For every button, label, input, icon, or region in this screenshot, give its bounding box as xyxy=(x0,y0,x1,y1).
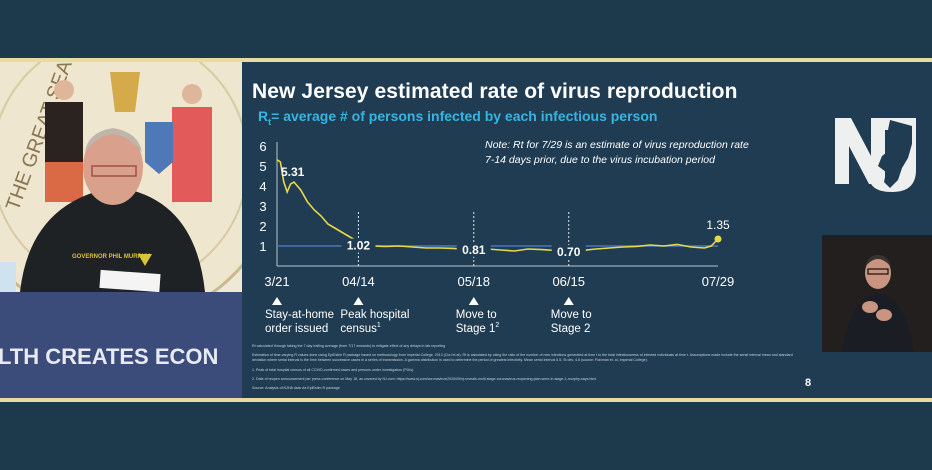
y-tick-label: 6 xyxy=(259,139,266,154)
data-label: 5.31 xyxy=(281,165,305,179)
event-label-line2: Stage 12 xyxy=(456,322,500,335)
speaker-video: THE GREAT SEAL GOVERNOR PHIL MURPHY LTH … xyxy=(0,62,242,398)
data-label-bg xyxy=(551,245,586,259)
data-label: 1.35 xyxy=(706,218,730,232)
x-tick-label: 05/18 xyxy=(457,274,490,289)
subtitle-sub: t xyxy=(268,116,272,127)
subtitle-r: R xyxy=(258,108,269,124)
top-border xyxy=(0,58,932,62)
press-conference-scene: THE GREAT SEAL GOVERNOR PHIL MURPHY xyxy=(0,62,242,324)
y-tick-label: 5 xyxy=(259,159,266,174)
nj-logo xyxy=(835,118,916,192)
footnote-3: 2. Date of reopen announcement per press… xyxy=(252,377,597,381)
y-tick-label: 3 xyxy=(259,199,266,214)
footnote-2: 1. Peak of total hospital census of all … xyxy=(252,368,415,372)
event-triangle-icon xyxy=(272,297,282,305)
sign-language-interpreter-video xyxy=(822,235,932,352)
rt-series-line xyxy=(276,159,719,253)
subtitle-rest: = average # of persons infected by each … xyxy=(271,108,658,124)
x-tick-label: 3/21 xyxy=(264,274,289,289)
event-label-line1: Move to xyxy=(456,309,497,321)
footnote-1: Estimation of time-varying R values done… xyxy=(252,353,793,362)
latest-point xyxy=(714,235,722,243)
footnote-4: Source: Analysis of NJHA data via EpiEst… xyxy=(252,386,340,390)
event-superscript: 2 xyxy=(495,322,499,329)
rt-chart: 1 2 3 4 5 6 3/21 04/14 05/18 06/15 07/29 Stay-at-ho… xyxy=(259,139,735,335)
note-line-1: Note: Rt for 7/29 is an estimate of viru… xyxy=(485,139,749,151)
x-tick-label: 07/29 xyxy=(702,274,735,289)
podium-banner: LTH CREATES ECON xyxy=(0,292,242,398)
event-label-line1: Peak hospital xyxy=(340,309,409,321)
right-panel xyxy=(822,62,932,398)
jacket-text: GOVERNOR PHIL MURPHY xyxy=(72,254,150,260)
data-label-bg xyxy=(341,238,376,253)
slide-subtitle: Rt= average # of persons infected by eac… xyxy=(258,108,657,127)
data-label-bg xyxy=(456,242,491,257)
footnote-0: Rt calculated through taking the 7 day t… xyxy=(252,344,446,348)
data-label: 1.02 xyxy=(347,239,371,253)
data-label: 0.70 xyxy=(557,245,581,259)
y-tick-label: 4 xyxy=(259,179,266,194)
y-tick-label: 1 xyxy=(259,239,266,254)
event-superscript: 1 xyxy=(377,322,381,329)
presentation-slide: New Jersey estimated rate of virus repro… xyxy=(242,62,822,398)
banner-text: LTH CREATES ECON xyxy=(0,344,219,369)
data-label: 0.81 xyxy=(462,243,486,257)
event-label-line2: Stage 2 xyxy=(551,323,591,335)
y-tick-label: 2 xyxy=(259,219,266,234)
event-label-line1: Stay-at-home xyxy=(265,309,334,321)
event-label-line2: census1 xyxy=(340,322,380,335)
event-label-line1: Move to xyxy=(551,309,592,321)
event-triangle-icon xyxy=(563,297,574,305)
bottom-border xyxy=(0,398,932,402)
note-line-2: 7-14 days prior, due to the virus incuba… xyxy=(485,154,715,166)
event-label-line2: order issued xyxy=(265,323,328,335)
chart-note: Note: Rt for 7/29 is an estimate of viru… xyxy=(485,138,749,168)
event-triangle-icon xyxy=(468,297,479,305)
x-tick-label: 04/14 xyxy=(342,274,375,289)
event-triangle-icon xyxy=(353,297,364,305)
slide-title: New Jersey estimated rate of virus repro… xyxy=(252,80,738,103)
page-number: 8 xyxy=(805,377,812,389)
x-tick-label: 06/15 xyxy=(552,274,585,289)
